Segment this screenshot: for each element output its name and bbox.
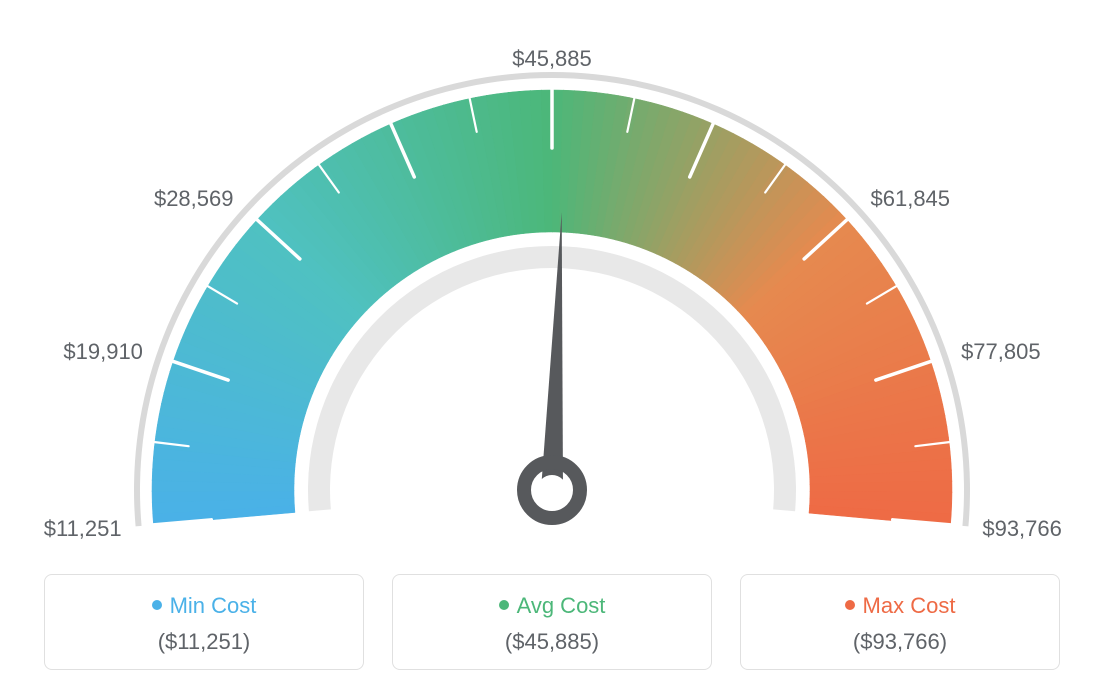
- legend-title: Max Cost: [741, 593, 1059, 619]
- legend-value: ($45,885): [393, 629, 711, 655]
- legend-title-text: Avg Cost: [517, 593, 606, 618]
- scale-label: $28,569: [143, 186, 233, 212]
- legend-value: ($93,766): [741, 629, 1059, 655]
- legend-title: Min Cost: [45, 593, 363, 619]
- scale-label: $11,251: [32, 516, 122, 542]
- scale-label: $45,885: [507, 46, 597, 72]
- legend-card-avg: Avg Cost ($45,885): [392, 574, 712, 670]
- legend-title: Avg Cost: [393, 593, 711, 619]
- legend-dot-icon: [499, 600, 509, 610]
- legend-row: Min Cost ($11,251) Avg Cost ($45,885) Max Co…: [0, 574, 1104, 670]
- legend-dot-icon: [845, 600, 855, 610]
- gauge-svg: [92, 10, 1012, 540]
- legend-title-text: Min Cost: [170, 593, 257, 618]
- chart-container: $11,251 $19,910 $28,569 $45,885 $61,845 $77,8…: [0, 0, 1104, 690]
- legend-dot-icon: [152, 600, 162, 610]
- legend-title-text: Max Cost: [863, 593, 956, 618]
- gauge-chart: $11,251 $19,910 $28,569 $45,885 $61,845 $77,8…: [0, 0, 1104, 540]
- scale-label: $19,910: [53, 339, 143, 365]
- scale-label: $77,805: [961, 339, 1041, 365]
- legend-card-min: Min Cost ($11,251): [44, 574, 364, 670]
- scale-label: $93,766: [982, 516, 1062, 542]
- legend-card-max: Max Cost ($93,766): [740, 574, 1060, 670]
- scale-label: $61,845: [871, 186, 951, 212]
- legend-value: ($11,251): [45, 629, 363, 655]
